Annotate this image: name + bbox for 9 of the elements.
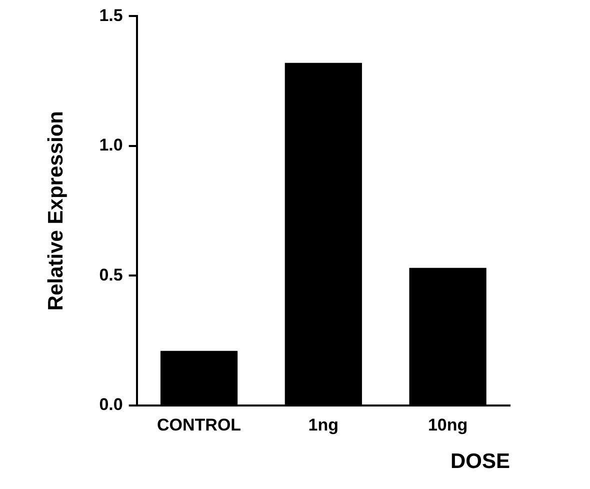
y-tick-label: 0.5: [99, 265, 123, 284]
x-tick-label: 1ng: [308, 415, 339, 434]
x-tick-label: 10ng: [428, 415, 468, 434]
x-tick-label: CONTROL: [157, 415, 242, 434]
x-axis-title: DOSE: [450, 450, 510, 474]
y-tick-label: 1.0: [99, 136, 123, 155]
y-tick-label: 1.5: [99, 6, 123, 25]
y-axis-title: Relative Expression: [44, 111, 68, 311]
y-tick-label: 0.0: [99, 395, 123, 414]
